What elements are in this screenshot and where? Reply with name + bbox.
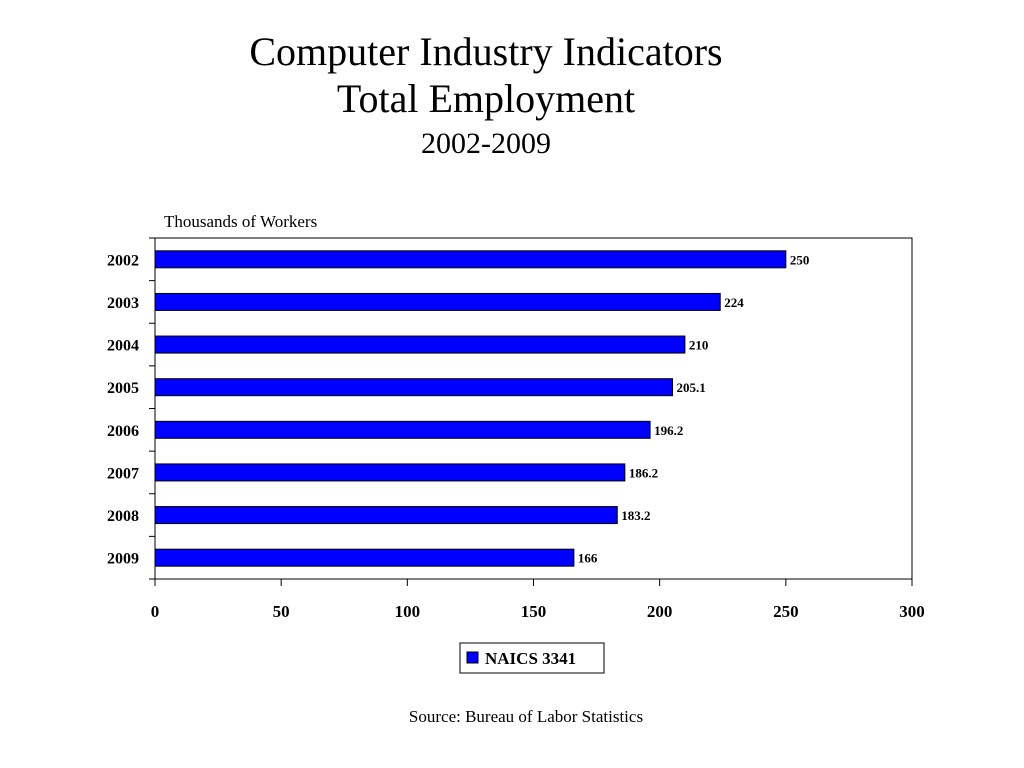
y-tick-label-2009: 2009 (107, 551, 139, 568)
bar-2005 (154, 378, 674, 397)
x-tick-label-0: 0 (151, 602, 160, 621)
bar-2003 (154, 292, 721, 311)
chart-period: 2002-2009 (421, 127, 551, 160)
y-tick-label-2007: 2007 (107, 465, 139, 482)
bar-2004 (154, 335, 686, 354)
legend-swatch (466, 651, 479, 664)
title-block: Computer Industry Indicators Total Emplo… (0, 28, 972, 164)
bar-2006 (154, 420, 651, 439)
data-label-2009: 166 (578, 551, 598, 566)
data-label-2002: 250 (790, 252, 810, 267)
data-label-2006: 196.2 (654, 423, 683, 438)
data-label-2003: 224 (724, 295, 744, 310)
plot-frame (154, 237, 913, 580)
data-label-2004: 210 (689, 338, 709, 353)
chart-title: Computer Industry Indicators (249, 29, 723, 74)
data-label-2008: 183.2 (621, 508, 650, 523)
bar-2009 (154, 548, 575, 567)
bar-2002 (154, 250, 787, 269)
y-tick-label-2004: 2004 (107, 338, 139, 355)
y-tick-label-2005: 2005 (107, 380, 139, 397)
bar-2007 (154, 463, 626, 482)
x-tick-label-150: 150 (521, 602, 547, 621)
x-tick-label-250: 250 (773, 602, 799, 621)
x-tick-label-50: 50 (273, 602, 290, 621)
data-label-2007: 186.2 (629, 465, 658, 480)
legend-label: NAICS 3341 (485, 649, 576, 668)
x-tick-label-300: 300 (899, 602, 925, 621)
data-label-2005: 205.1 (677, 380, 706, 395)
y-tick-label-2008: 2008 (107, 508, 139, 525)
x-tick-label-200: 200 (647, 602, 673, 621)
x-tick-label-100: 100 (395, 602, 421, 621)
source-note: Source: Bureau of Labor Statistics (408, 707, 644, 726)
chart-subtitle: Total Employment (336, 76, 636, 121)
y-tick-label-2002: 2002 (107, 252, 139, 269)
y-tick-label-2003: 2003 (107, 295, 139, 312)
unit-label: Thousands of Workers (164, 212, 318, 231)
legend-box (459, 642, 605, 674)
y-tick-label-2006: 2006 (107, 423, 139, 440)
bar-2008 (154, 506, 618, 525)
